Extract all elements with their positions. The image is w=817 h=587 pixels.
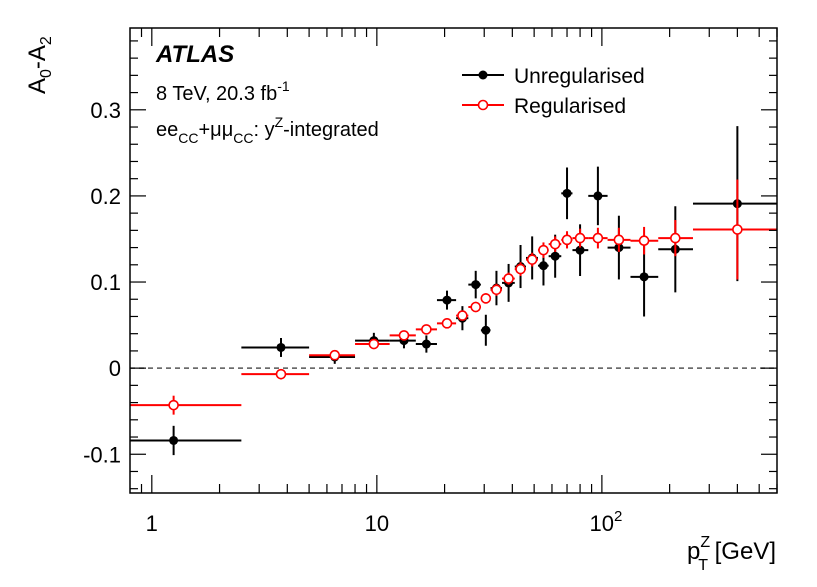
data-point — [276, 342, 286, 352]
data-point — [329, 349, 341, 361]
data-point — [613, 234, 625, 246]
series-regularised — [130, 179, 777, 415]
legend: Unregularised Regularised — [462, 65, 645, 118]
data-point — [550, 251, 560, 261]
data-point — [592, 232, 604, 244]
data-point — [732, 224, 743, 235]
data-point — [441, 318, 453, 329]
data-point — [538, 261, 548, 271]
data-point — [562, 188, 572, 198]
legend-label-unregularised: Unregularised — [514, 65, 645, 88]
data-point — [471, 280, 481, 290]
data-point — [503, 273, 514, 284]
y-axis-label: A0-A2 — [24, 36, 55, 94]
data-point — [549, 238, 561, 250]
y-tick-label: 0.3 — [90, 98, 121, 123]
x-axis-label: pZ T [GeV] — [687, 534, 776, 574]
y-tick-label: 0.1 — [90, 270, 121, 295]
data-point — [515, 263, 526, 275]
data-series-layer — [130, 126, 777, 456]
experiment-label: ATLAS — [155, 41, 234, 68]
data-point — [538, 244, 549, 256]
plot-frame — [129, 27, 778, 494]
data-point — [575, 245, 585, 255]
data-point — [169, 435, 179, 445]
legend-marker-unregularised — [478, 70, 488, 80]
legend-entry-regularised: Regularised — [462, 95, 626, 118]
data-point — [442, 295, 452, 305]
y-tick-labels: -0.1 0 0.1 0.2 0.3 — [83, 98, 121, 467]
data-point — [670, 232, 681, 244]
data-point — [421, 339, 431, 349]
x-tick-label: 102 — [589, 508, 622, 536]
legend-marker-regularised — [477, 99, 489, 111]
data-point — [168, 399, 179, 411]
data-point — [574, 232, 586, 244]
data-point — [368, 338, 380, 350]
channel-label: eeCC+μμCC: yZ-integrated — [156, 114, 379, 146]
data-point — [638, 235, 650, 246]
data-point — [457, 310, 468, 321]
data-point — [526, 254, 538, 265]
data-point — [470, 301, 482, 313]
legend-entry-unregularised: Unregularised — [462, 65, 645, 88]
data-point — [491, 284, 502, 296]
energy-luminosity-label: 8 TeV, 20.3 fb-1 — [156, 78, 290, 105]
legend-label-regularised: Regularised — [514, 95, 626, 118]
data-point — [481, 325, 491, 335]
y-tick-label: 0.2 — [90, 184, 121, 209]
data-point — [639, 272, 649, 282]
data-point — [561, 234, 573, 246]
data-point — [275, 368, 287, 380]
x-tick-labels: 1 10 102 — [146, 508, 623, 536]
y-tick-label: 0 — [109, 356, 121, 381]
y-tick-label: -0.1 — [83, 442, 121, 467]
data-point — [421, 324, 432, 335]
x-tick-label: 10 — [365, 511, 389, 536]
x-tick-label: 1 — [146, 511, 158, 536]
data-point — [480, 293, 492, 304]
data-point — [593, 191, 603, 201]
data-point — [398, 330, 410, 341]
axis-ticks — [130, 28, 778, 493]
